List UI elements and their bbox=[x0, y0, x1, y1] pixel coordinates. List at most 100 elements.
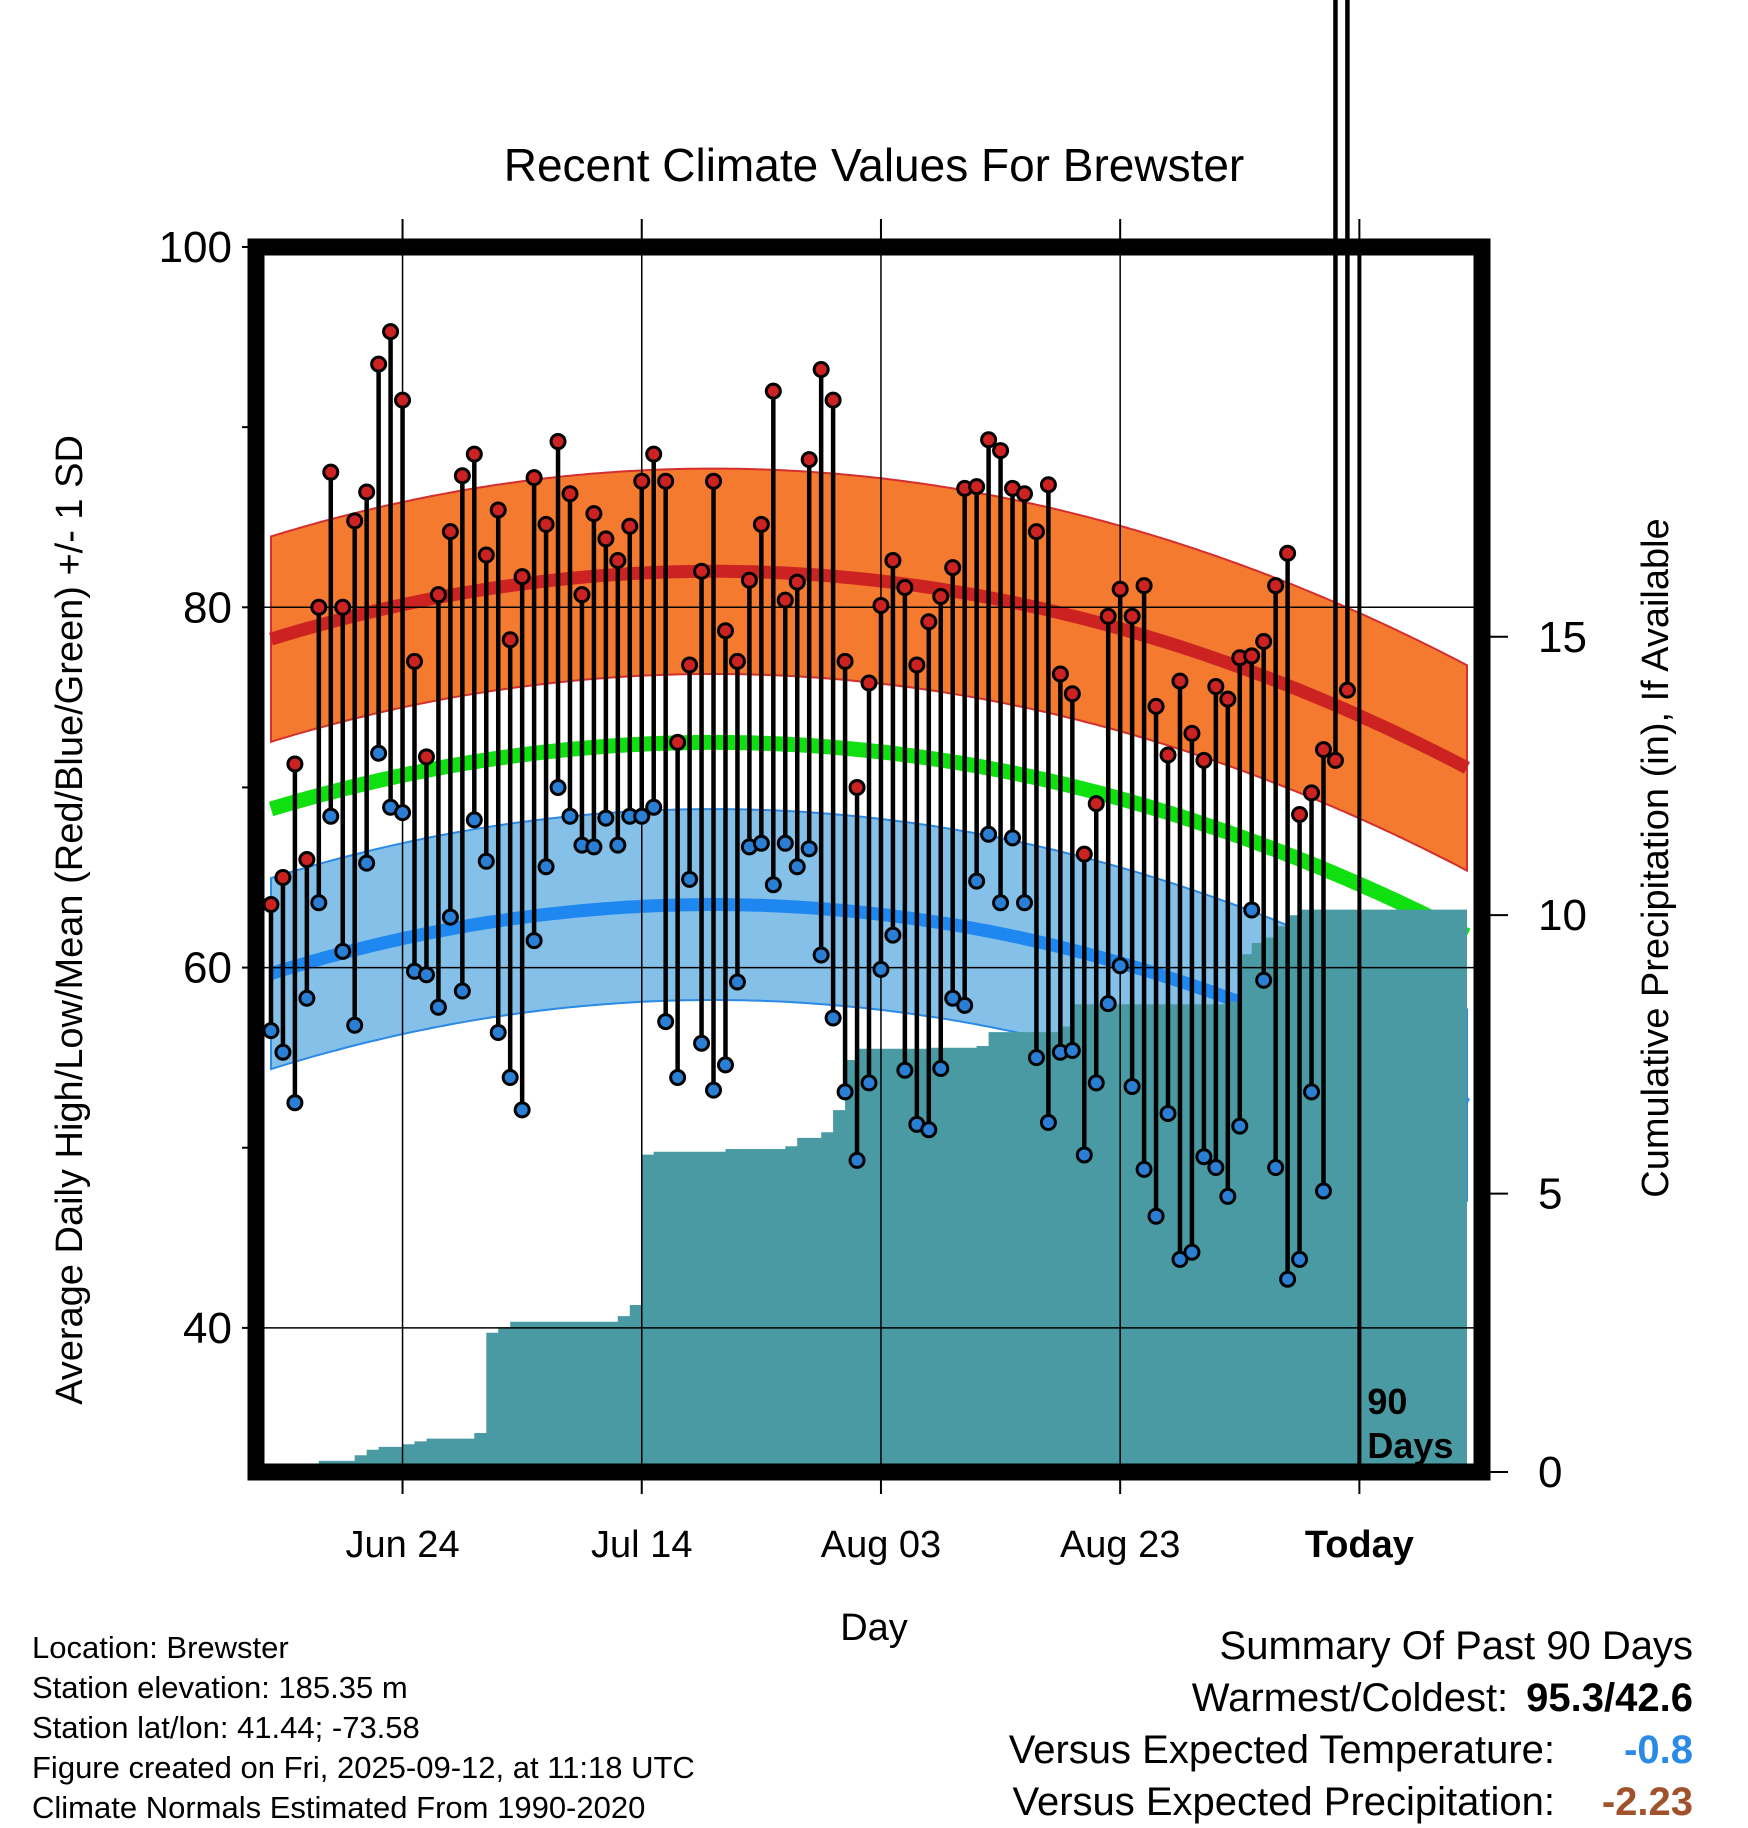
high-temp-point bbox=[860, 674, 878, 692]
high-temp-point bbox=[884, 551, 902, 569]
low-temp-point bbox=[633, 807, 651, 825]
high-temp-point bbox=[1015, 485, 1033, 503]
low-temp-point bbox=[824, 1009, 842, 1027]
low-temp-point bbox=[920, 1121, 938, 1139]
low-temp-point bbox=[1171, 1250, 1189, 1268]
low-temp-point bbox=[322, 807, 340, 825]
low-temp-point bbox=[1303, 1083, 1321, 1101]
low-temp-point bbox=[968, 872, 986, 890]
low-temp-point bbox=[836, 1083, 854, 1101]
low-temp-point bbox=[705, 1081, 723, 1099]
low-temp-point bbox=[1111, 957, 1129, 975]
low-temp-point bbox=[465, 811, 483, 829]
high-temp-point bbox=[944, 559, 962, 577]
today-days-label: 90 bbox=[1367, 1381, 1407, 1422]
low-temp-point bbox=[1135, 1160, 1153, 1178]
high-temp-point bbox=[633, 472, 651, 490]
high-temp-point bbox=[1111, 580, 1129, 598]
high-temp-point bbox=[669, 733, 687, 751]
low-temp-point bbox=[1027, 1049, 1045, 1067]
low-temp-point bbox=[298, 989, 316, 1007]
high-temp-point bbox=[1207, 678, 1225, 696]
low-temp-point bbox=[286, 1094, 304, 1112]
low-temp-point bbox=[992, 894, 1010, 912]
high-temp-point bbox=[429, 586, 447, 604]
high-temp-point bbox=[1291, 805, 1309, 823]
high-temp-point bbox=[286, 755, 304, 773]
low-temp-point bbox=[1255, 971, 1273, 989]
high-temp-point bbox=[1243, 647, 1261, 665]
high-temp-point bbox=[1171, 672, 1189, 690]
low-temp-point bbox=[1243, 901, 1261, 919]
created-line: Figure created on Fri, 2025-09-12, at 11… bbox=[32, 1750, 695, 1785]
low-temp-point bbox=[1314, 1182, 1332, 1200]
low-temp-point bbox=[274, 1043, 292, 1061]
high-temp-point bbox=[406, 652, 424, 670]
high-temp-point bbox=[501, 631, 519, 649]
high-temp-point bbox=[800, 451, 818, 469]
low-temp-point bbox=[549, 778, 567, 796]
y-tick-label: 80 bbox=[183, 583, 232, 632]
high-temp-point bbox=[896, 578, 914, 596]
low-temp-point bbox=[609, 836, 627, 854]
high-temp-point bbox=[908, 656, 926, 674]
high-temp-point bbox=[764, 382, 782, 400]
low-temp-point bbox=[1267, 1159, 1285, 1177]
low-temp-point bbox=[776, 834, 794, 852]
low-temp-point bbox=[1183, 1243, 1201, 1261]
station-info: Location: Brewster Station elevation: 18… bbox=[32, 1628, 695, 1828]
low-temp-point bbox=[645, 798, 663, 816]
high-temp-point bbox=[298, 851, 316, 868]
low-temp-point bbox=[585, 838, 603, 856]
low-temp-point bbox=[752, 834, 770, 852]
high-temp-point bbox=[549, 433, 567, 451]
y2-tick-label: 0 bbox=[1538, 1448, 1562, 1497]
low-temp-point bbox=[1087, 1074, 1105, 1092]
low-temp-point bbox=[669, 1068, 687, 1086]
low-temp-point bbox=[358, 854, 376, 872]
low-temp-point bbox=[1015, 894, 1033, 912]
low-temp-point bbox=[800, 840, 818, 858]
high-temp-point bbox=[1051, 665, 1069, 683]
summary-panel: Summary Of Past 90 Days Warmest/Coldest:… bbox=[1009, 1620, 1693, 1828]
high-temp-point bbox=[812, 361, 830, 378]
high-temp-point bbox=[1183, 724, 1201, 742]
low-temp-point bbox=[1207, 1159, 1225, 1177]
high-temp-point bbox=[274, 869, 292, 887]
low-temp-point bbox=[525, 932, 543, 950]
low-temp-point bbox=[394, 804, 412, 822]
low-temp-point bbox=[944, 989, 962, 1007]
high-temp-point bbox=[1099, 607, 1117, 625]
high-temp-point bbox=[1063, 685, 1081, 703]
low-temp-point bbox=[310, 894, 328, 912]
high-temp-point bbox=[872, 596, 890, 614]
high-temp-point bbox=[477, 546, 495, 564]
low-temp-point bbox=[980, 825, 998, 843]
y2-tick-label: 5 bbox=[1538, 1170, 1562, 1219]
high-temp-point bbox=[776, 591, 794, 609]
high-temp-point bbox=[585, 505, 603, 523]
high-temp-point bbox=[740, 571, 758, 589]
low-temp-point bbox=[1004, 829, 1022, 847]
high-temp-point bbox=[992, 442, 1010, 460]
temp-departure-value: -0.8 bbox=[1624, 1728, 1693, 1772]
high-temp-point bbox=[980, 431, 998, 449]
today-days-label: Days bbox=[1367, 1425, 1453, 1466]
temp-departure-label: Versus Expected Temperature: bbox=[1008, 1728, 1555, 1772]
high-temp-point bbox=[681, 656, 699, 674]
high-temp-point bbox=[417, 748, 435, 766]
low-temp-point bbox=[441, 908, 459, 926]
low-temp-point bbox=[477, 852, 495, 870]
x-tick-label: Aug 23 bbox=[1060, 1524, 1180, 1566]
y-tick-label: 100 bbox=[159, 223, 232, 272]
precip-departure-label: Versus Expected Precipitation: bbox=[1012, 1780, 1555, 1824]
high-temp-point bbox=[537, 515, 555, 533]
low-temp-point bbox=[513, 1101, 531, 1119]
y2-tick-label: 15 bbox=[1538, 613, 1587, 662]
high-temp-point bbox=[609, 551, 627, 569]
elevation-line: Station elevation: 185.35 m bbox=[32, 1670, 408, 1705]
low-temp-point bbox=[764, 876, 782, 894]
high-temp-point bbox=[370, 355, 388, 373]
precip-departure-row: Versus Expected Precipitation: -2.23 bbox=[1009, 1776, 1693, 1828]
high-temp-point bbox=[334, 598, 352, 616]
